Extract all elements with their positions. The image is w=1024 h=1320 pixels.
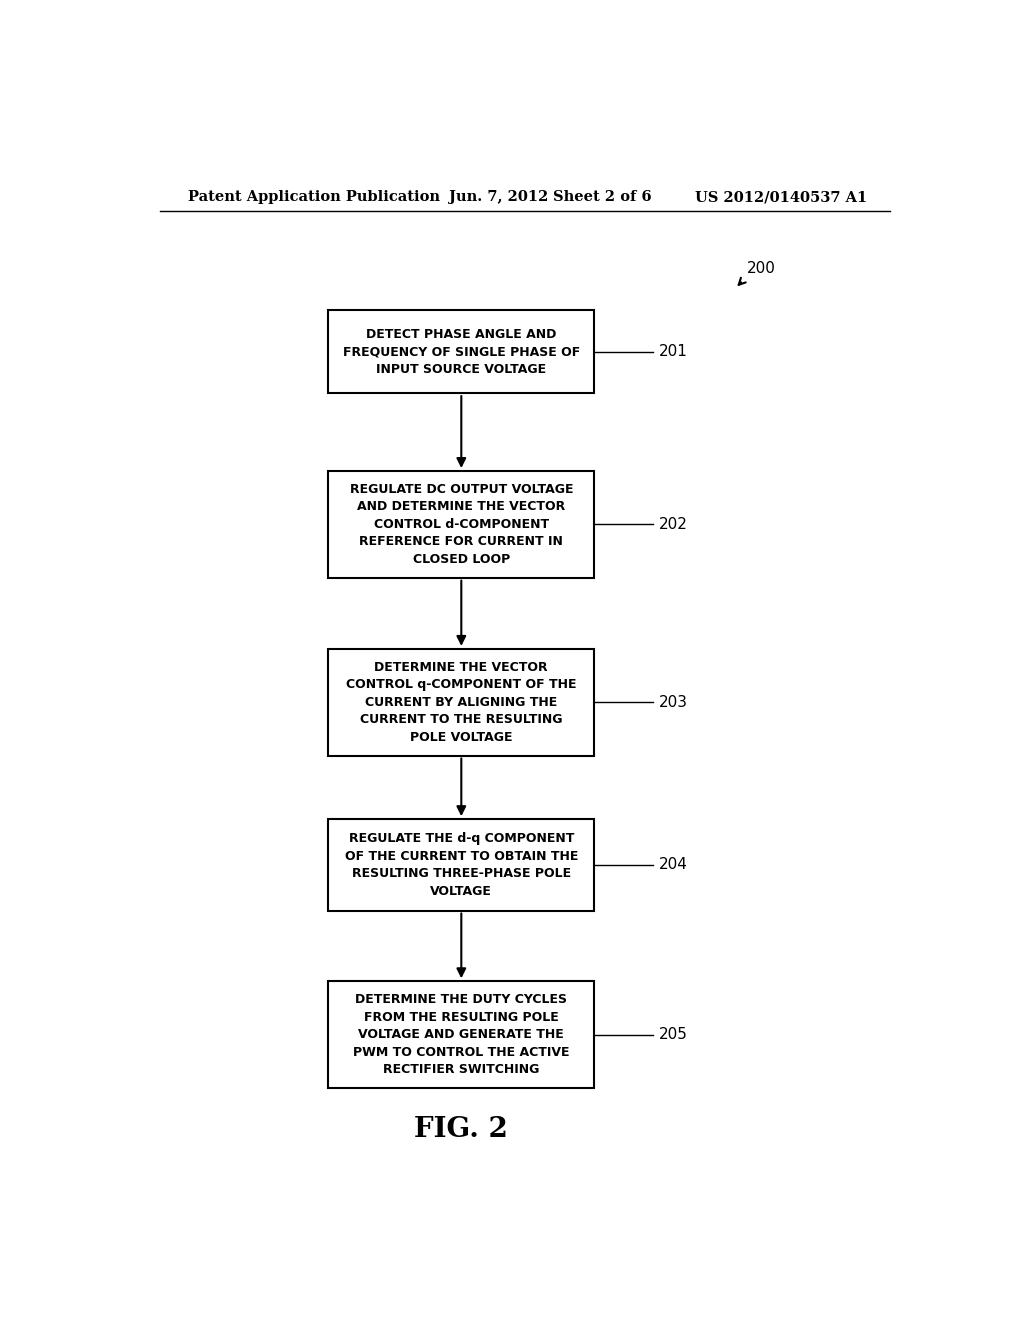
Text: REGULATE DC OUTPUT VOLTAGE
AND DETERMINE THE VECTOR
CONTROL d-COMPONENT
REFERENC: REGULATE DC OUTPUT VOLTAGE AND DETERMINE…	[349, 483, 573, 566]
FancyBboxPatch shape	[329, 649, 594, 755]
FancyBboxPatch shape	[329, 310, 594, 393]
Text: DETERMINE THE DUTY CYCLES
FROM THE RESULTING POLE
VOLTAGE AND GENERATE THE
PWM T: DETERMINE THE DUTY CYCLES FROM THE RESUL…	[353, 993, 569, 1076]
Text: FIG. 2: FIG. 2	[415, 1115, 508, 1143]
Text: 204: 204	[659, 857, 688, 873]
FancyBboxPatch shape	[329, 471, 594, 578]
FancyBboxPatch shape	[329, 818, 594, 911]
Text: Patent Application Publication: Patent Application Publication	[187, 190, 439, 205]
Text: REGULATE THE d-q COMPONENT
OF THE CURRENT TO OBTAIN THE
RESULTING THREE-PHASE PO: REGULATE THE d-q COMPONENT OF THE CURREN…	[345, 832, 578, 898]
Text: 200: 200	[748, 260, 776, 276]
Text: Jun. 7, 2012: Jun. 7, 2012	[450, 190, 549, 205]
Text: US 2012/0140537 A1: US 2012/0140537 A1	[695, 190, 867, 205]
Text: 203: 203	[659, 694, 688, 710]
Text: DETECT PHASE ANGLE AND
FREQUENCY OF SINGLE PHASE OF
INPUT SOURCE VOLTAGE: DETECT PHASE ANGLE AND FREQUENCY OF SING…	[343, 327, 580, 375]
Text: DETERMINE THE VECTOR
CONTROL q-COMPONENT OF THE
CURRENT BY ALIGNING THE
CURRENT : DETERMINE THE VECTOR CONTROL q-COMPONENT…	[346, 661, 577, 743]
FancyBboxPatch shape	[329, 981, 594, 1088]
Text: 201: 201	[659, 345, 688, 359]
Text: 202: 202	[659, 517, 688, 532]
Text: Sheet 2 of 6: Sheet 2 of 6	[553, 190, 651, 205]
Text: 205: 205	[659, 1027, 688, 1041]
